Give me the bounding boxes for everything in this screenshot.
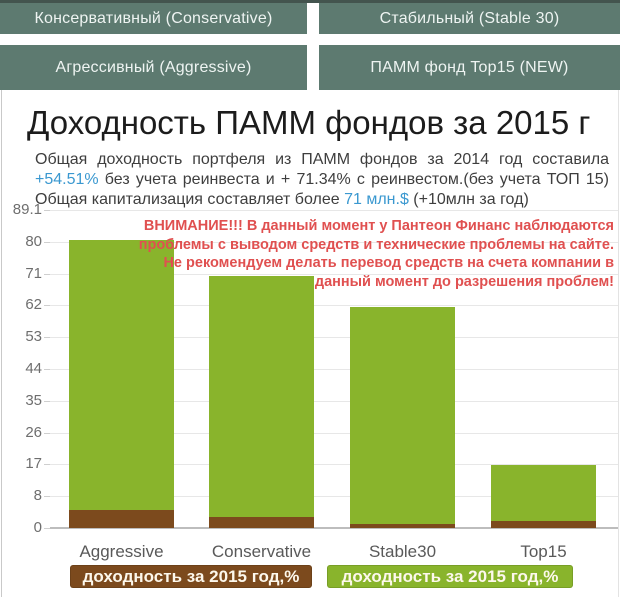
bar-segment-conservative-green[interactable] xyxy=(209,276,314,518)
y-axis-tick-label: 35 xyxy=(25,391,42,409)
legend-label-brown: доходность за 2015 год,% xyxy=(82,566,300,586)
y-axis-tick-label: 44 xyxy=(25,360,42,377)
gridline xyxy=(50,496,618,498)
legend-label-green: доходность за 2015 год,% xyxy=(341,566,559,586)
bar-segment-stable30-brown[interactable] xyxy=(350,524,455,528)
x-axis-label-conservative: Conservative xyxy=(211,542,312,561)
subtitle-capital-value: 71 млн.$ xyxy=(344,191,409,208)
y-axis-tick xyxy=(44,337,50,339)
subtitle-line-2-rest: без учета реинвеста и + 71.34% с реинвес… xyxy=(98,171,609,188)
subtitle-line-2: +54.51% без учета реинвеста и + 71.34% с… xyxy=(35,170,609,190)
subtitle-line-3: Общая капитализация составляет более 71 … xyxy=(35,190,609,210)
bar-segment-conservative-brown[interactable] xyxy=(209,517,314,528)
y-axis-tick-label: 26 xyxy=(25,423,42,441)
bar-segment-top15-brown[interactable] xyxy=(491,520,596,528)
subtitle-line-3-suffix: (+10млн за год) xyxy=(408,191,529,208)
y-axis-tick xyxy=(44,464,50,466)
gridline xyxy=(50,210,618,211)
gridline xyxy=(50,464,618,466)
subtitle-return-value: +54.51% xyxy=(35,171,99,188)
warning-text: ВНИМАНИЕ!!! В данный момент у Пантеон Фи… xyxy=(138,218,614,290)
y-axis-tick xyxy=(44,369,50,370)
y-axis-tick-label: 62 xyxy=(25,296,42,314)
x-axis-label-aggressive: Aggressive xyxy=(79,542,164,561)
subtitle-line-3-prefix: Общая капитализация составляет более xyxy=(35,191,345,208)
gridline xyxy=(50,369,618,370)
bar-segment-top15-green[interactable] xyxy=(491,465,596,521)
top-border-strip xyxy=(0,0,620,3)
y-axis-tick xyxy=(44,432,50,434)
gridline xyxy=(50,241,618,243)
y-axis-tick xyxy=(44,305,50,307)
nav-button-conservative[interactable]: Консервативный (Conservative) xyxy=(0,3,307,34)
y-axis-tick-label: 80 xyxy=(25,232,42,250)
chart-subtitle: Общая доходность портфеля из ПАММ фондов… xyxy=(35,150,609,210)
nav-button-aggressive[interactable]: Агрессивный (Aggressive) xyxy=(0,45,307,90)
gridline xyxy=(50,305,618,307)
y-axis-tick-label: 71 xyxy=(25,264,42,282)
y-axis-tick-label: 0 xyxy=(33,519,42,536)
y-axis-tick xyxy=(44,273,50,275)
panel-border-right xyxy=(618,90,619,597)
y-axis-tick xyxy=(44,528,50,529)
nav-button-top15[interactable]: ПАММ фонд Top15 (NEW) xyxy=(319,45,620,90)
gridline xyxy=(50,400,618,402)
gridline xyxy=(50,337,618,339)
y-axis-tick xyxy=(44,241,50,243)
top-nav: Консервативный (Conservative) Стабильный… xyxy=(0,0,620,90)
gridline xyxy=(50,432,618,434)
y-axis-tick xyxy=(44,400,50,402)
y-axis-tick xyxy=(44,210,50,211)
bar-segment-aggressive-brown[interactable] xyxy=(69,510,174,528)
nav-button-stable30[interactable]: Стабильный (Stable 30) xyxy=(319,3,620,34)
y-axis-tick-label: 8 xyxy=(33,487,42,505)
y-axis-tick xyxy=(44,496,50,498)
legend-item-green[interactable]: доходность за 2015 год,% xyxy=(327,565,573,588)
legend-item-brown[interactable]: доходность за 2015 год,% xyxy=(70,565,312,588)
x-axis-label-stable30: Stable30 xyxy=(368,542,437,561)
page-title: Доходность ПАММ фондов за 2015 г xyxy=(27,104,591,141)
x-axis-label-top15: Top15 xyxy=(520,542,567,561)
y-axis-tick-label: 89.1 xyxy=(12,201,42,218)
y-axis-tick-label: 17 xyxy=(25,455,42,473)
y-axis-tick-label: 53 xyxy=(25,328,42,346)
bar-segment-aggressive-green[interactable] xyxy=(69,239,174,511)
x-axis-line xyxy=(50,527,618,529)
bar-segment-stable30-green[interactable] xyxy=(350,307,455,525)
subtitle-line-1: Общая доходность портфеля из ПАММ фондов… xyxy=(35,151,609,168)
gridline xyxy=(50,273,618,275)
panel-border-left xyxy=(1,90,2,597)
